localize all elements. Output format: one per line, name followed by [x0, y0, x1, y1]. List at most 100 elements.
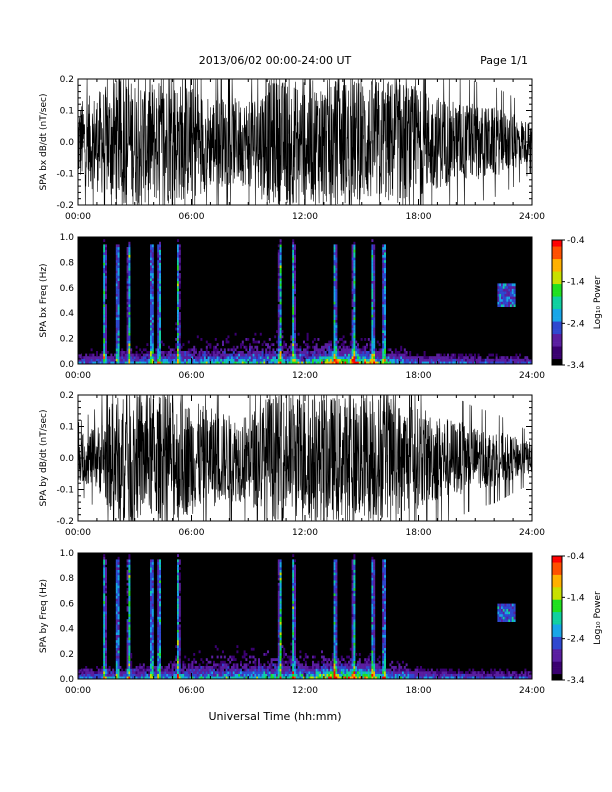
spectrogram-cell — [177, 601, 179, 604]
spectrogram-cell — [389, 673, 392, 677]
spectrogram-cell — [335, 585, 338, 589]
spectrogram-cell — [117, 580, 120, 583]
spectrogram-cell — [130, 663, 133, 667]
spectrogram-cell — [157, 653, 160, 656]
spectrogram-cell — [304, 358, 307, 362]
spectrogram-cell — [322, 658, 325, 661]
spectrogram-cell — [128, 580, 131, 583]
spectrogram-cell — [290, 356, 293, 359]
spectrogram-cell — [94, 358, 97, 362]
spectrogram-cell — [274, 658, 277, 661]
spectrogram-cell — [479, 671, 482, 674]
spectrogram-cell — [353, 254, 356, 258]
spectrogram-cell — [277, 275, 280, 279]
spectrogram-cell — [178, 671, 181, 674]
spectrogram-cell — [141, 358, 143, 362]
spectrogram-cell — [115, 309, 118, 313]
spectrogram-cell — [178, 249, 181, 253]
spectrogram-cell — [502, 356, 505, 359]
spectrogram-cell — [274, 356, 277, 359]
spectrogram-cell — [277, 283, 280, 287]
spectrogram-cell — [277, 676, 280, 680]
spectrogram-cell — [380, 348, 383, 352]
spectrogram-cell — [130, 358, 133, 362]
spectrogram-cell — [384, 611, 386, 615]
spectrogram-cell — [151, 312, 154, 315]
spectrogram-cell — [277, 673, 280, 677]
spectrogram-cell — [448, 668, 451, 672]
spectrogram-cell — [177, 595, 179, 599]
spectrogram-cell — [141, 356, 143, 359]
spectrogram-cell — [292, 637, 295, 641]
spectrogram-cell — [371, 361, 374, 365]
spectrogram-cell — [177, 267, 179, 271]
spectrogram-cell — [277, 361, 280, 365]
spectrogram-cell — [349, 666, 352, 669]
spectrogram-cell — [117, 299, 120, 302]
spectrogram-cell — [128, 291, 131, 294]
spectrogram-cell — [164, 361, 167, 365]
spectrogram-cell — [380, 671, 383, 674]
spectrogram-cell — [342, 673, 345, 677]
spectrogram-cell — [294, 627, 296, 630]
spectrogram-cell — [250, 673, 253, 677]
spectrogram-cell — [285, 353, 287, 357]
spectrogram-cell — [220, 676, 223, 680]
spectrogram-cell — [384, 585, 386, 589]
spectrogram-cell — [292, 351, 295, 354]
spectrogram-cell — [427, 673, 430, 677]
spectrogram-cell — [265, 356, 268, 359]
spectrogram-cell — [216, 343, 219, 346]
spectrogram-cell — [351, 606, 354, 609]
spectrogram-cell — [211, 676, 214, 680]
spectrogram-cell — [454, 356, 457, 359]
spectrogram-cell — [355, 666, 358, 669]
spectrogram-cell — [121, 671, 124, 674]
spectrogram-cell — [292, 608, 295, 612]
spectrogram-cell — [276, 658, 278, 661]
spectrogram-cell — [128, 252, 131, 255]
spectrogram-cell — [423, 361, 426, 365]
spectrogram-cell — [220, 663, 223, 667]
spectrogram-cell — [382, 637, 385, 641]
spectrogram-cell — [283, 340, 286, 344]
spectrogram-cell — [389, 663, 392, 667]
spectrogram-cell — [159, 676, 161, 680]
spectrogram-cell — [171, 673, 174, 677]
spectrogram-cell — [277, 567, 280, 570]
spectrogram-cell — [220, 361, 223, 365]
spectrogram-cell — [497, 283, 500, 287]
spectrogram-cell — [119, 356, 122, 359]
spectrogram-cell — [277, 317, 280, 320]
spectrogram-cell — [178, 603, 181, 607]
spectrogram-cell — [349, 356, 352, 359]
spectrogram-cell — [258, 361, 260, 365]
spectrogram-cell — [396, 673, 399, 677]
spectrogram-cell — [157, 332, 160, 336]
spectrogram-cell — [227, 353, 230, 357]
spectrogram-cell — [234, 361, 237, 365]
spectrogram-cell — [160, 351, 163, 354]
spectrogram-cell — [150, 262, 152, 266]
spectrogram-cell — [139, 668, 142, 672]
spectrogram-cell — [295, 353, 298, 357]
spectrogram-cell — [283, 343, 286, 346]
spectrogram-cell — [308, 676, 311, 680]
spectrogram-cell — [508, 304, 511, 307]
spectrogram-cell — [483, 673, 485, 677]
spectrogram-cell — [196, 671, 199, 674]
spectrogram-cell — [353, 332, 356, 336]
spectrogram-cell — [227, 668, 230, 672]
spectrogram-cell — [105, 312, 107, 315]
spectrogram-cell — [382, 655, 385, 659]
spectrogram-cell — [157, 629, 160, 633]
spectrogram-cell — [220, 353, 223, 357]
spectrogram-cell — [187, 676, 190, 680]
spectrogram-cell — [330, 343, 332, 346]
spectrogram-cell — [294, 252, 296, 255]
spectrogram-cell — [159, 351, 161, 354]
spectrogram-cell — [225, 671, 228, 674]
spectrogram-cell — [326, 343, 329, 346]
spectrogram-cell — [294, 624, 296, 628]
spectrogram-cell — [409, 353, 412, 357]
